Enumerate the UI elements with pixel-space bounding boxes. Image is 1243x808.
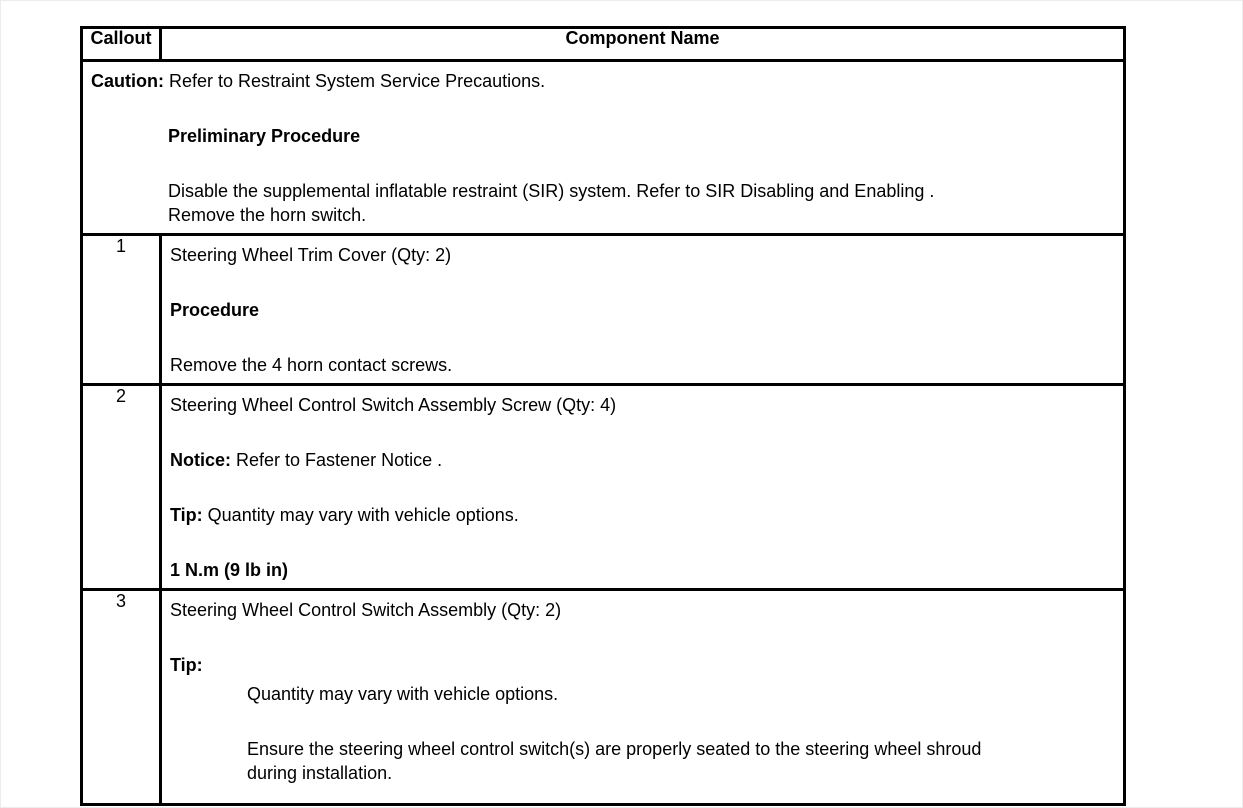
tip-label: Tip: — [170, 505, 203, 525]
preliminary-step-line1: Disable the supplemental inflatable rest… — [168, 181, 935, 201]
component-title: Steering Wheel Control Switch Assembly (… — [170, 600, 562, 620]
component-title: Steering Wheel Trim Cover (Qty: 2) — [170, 245, 452, 265]
tip-line: Tip: Quantity may vary with vehicle opti… — [170, 503, 1115, 527]
component-cell-3: Steering Wheel Control Switch Assembly (… — [159, 588, 1126, 806]
caution-label: Caution: — [91, 71, 164, 91]
callout-number-1: 1 — [80, 233, 162, 386]
caution-cell: Caution: Refer to Restraint System Servi… — [80, 59, 1126, 236]
notice-line: Notice: Refer to Fastener Notice . — [170, 448, 1115, 472]
tip-item-2-line1: Ensure the steering wheel control switch… — [247, 739, 982, 759]
tip-item-2-line2: during installation. — [247, 763, 393, 783]
table-row: 2 Steering Wheel Control Switch Assembly… — [80, 383, 1126, 591]
torque-spec: 1 N.m (9 lb in) — [170, 560, 289, 580]
component-cell-2: Steering Wheel Control Switch Assembly S… — [159, 383, 1126, 591]
preliminary-step-line2: Remove the horn switch. — [168, 205, 367, 225]
table-header-row: Callout Component Name — [80, 26, 1126, 62]
tip-label: Tip: — [170, 655, 203, 675]
caution-row: Caution: Refer to Restraint System Servi… — [80, 59, 1126, 236]
caution-line: Caution: Refer to Restraint System Servi… — [91, 69, 1115, 93]
component-table: Callout Component Name Caution: Refer to… — [80, 26, 1126, 806]
header-callout: Callout — [80, 26, 162, 62]
callout-number-2: 2 — [80, 383, 162, 591]
component-cell-1: Steering Wheel Trim Cover (Qty: 2) Proce… — [159, 233, 1126, 386]
callout-number-3: 3 — [80, 588, 162, 806]
tip-text: Quantity may vary with vehicle options. — [202, 505, 519, 525]
procedure-text: Remove the 4 horn contact screws. — [170, 355, 453, 375]
table-row: 1 Steering Wheel Trim Cover (Qty: 2) Pro… — [80, 233, 1126, 386]
tip-item-1: Quantity may vary with vehicle options. — [247, 684, 559, 704]
preliminary-procedure-heading: Preliminary Procedure — [168, 126, 361, 146]
table-row: 3 Steering Wheel Control Switch Assembly… — [80, 588, 1126, 806]
notice-text: Refer to Fastener Notice . — [231, 450, 443, 470]
header-component-name: Component Name — [159, 26, 1126, 62]
procedure-heading: Procedure — [170, 300, 260, 320]
notice-label: Notice: — [170, 450, 232, 470]
component-title: Steering Wheel Control Switch Assembly S… — [170, 395, 617, 415]
caution-text: Refer to Restraint System Service Precau… — [163, 71, 546, 91]
